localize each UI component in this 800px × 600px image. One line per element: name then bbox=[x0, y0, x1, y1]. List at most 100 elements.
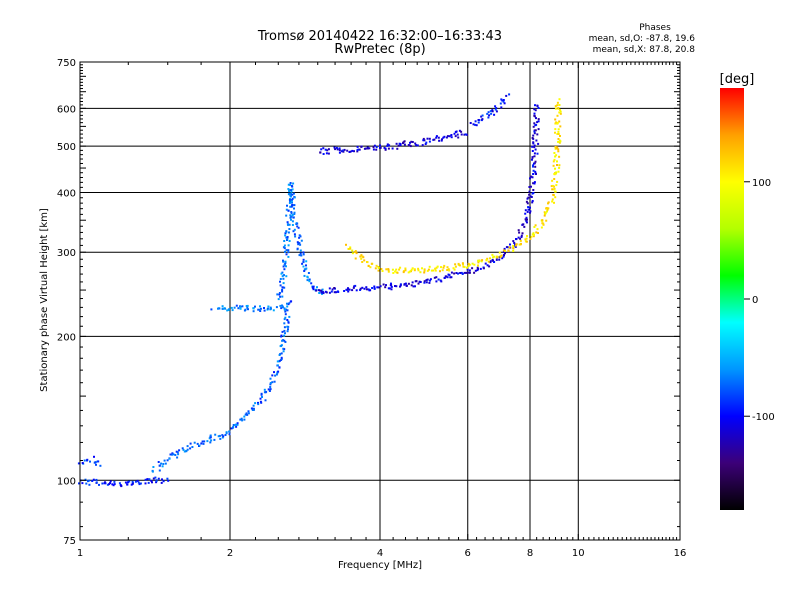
data-point bbox=[537, 232, 539, 234]
data-point bbox=[334, 147, 336, 149]
colorbar-tick-label: 0 bbox=[752, 295, 758, 306]
data-point bbox=[503, 254, 505, 256]
x-axis-label: Frequency [MHz] bbox=[338, 560, 422, 571]
data-point bbox=[278, 298, 280, 300]
data-point bbox=[533, 122, 535, 124]
data-point bbox=[165, 463, 167, 465]
data-point bbox=[505, 95, 507, 97]
data-point bbox=[85, 483, 87, 485]
data-point bbox=[489, 257, 491, 259]
data-point bbox=[273, 371, 275, 373]
data-point bbox=[465, 133, 467, 135]
data-point bbox=[177, 451, 179, 453]
data-point bbox=[552, 194, 554, 196]
data-point bbox=[88, 480, 90, 482]
data-point bbox=[526, 221, 528, 223]
data-point bbox=[108, 483, 110, 485]
data-point bbox=[281, 296, 283, 298]
data-point bbox=[285, 215, 287, 217]
data-point bbox=[496, 256, 498, 258]
data-point bbox=[233, 424, 235, 426]
data-point bbox=[329, 287, 331, 289]
data-point bbox=[450, 134, 452, 136]
data-point bbox=[359, 149, 361, 151]
data-point bbox=[277, 364, 279, 366]
trace bbox=[152, 300, 293, 472]
data-point bbox=[409, 271, 411, 273]
data-point bbox=[342, 150, 344, 152]
data-point bbox=[271, 374, 273, 376]
data-point bbox=[197, 443, 199, 445]
data-point bbox=[280, 278, 282, 280]
data-point bbox=[161, 478, 163, 480]
data-point bbox=[307, 276, 309, 278]
grid-lines bbox=[80, 62, 680, 540]
data-point bbox=[558, 156, 560, 158]
y-tick-label: 750 bbox=[57, 58, 76, 69]
data-point bbox=[369, 266, 371, 268]
colorbar-tick-label: -100 bbox=[752, 412, 775, 423]
data-point bbox=[213, 439, 215, 441]
data-point bbox=[472, 263, 474, 265]
data-point bbox=[375, 267, 377, 269]
data-point bbox=[119, 482, 121, 484]
data-point bbox=[88, 484, 90, 486]
data-point bbox=[283, 268, 285, 270]
data-point bbox=[291, 194, 293, 196]
data-point bbox=[470, 122, 472, 124]
data-point bbox=[273, 309, 275, 311]
data-point bbox=[288, 210, 290, 212]
data-point bbox=[558, 133, 560, 135]
data-point bbox=[527, 202, 529, 204]
data-point bbox=[280, 345, 282, 347]
data-point bbox=[553, 165, 555, 167]
data-point bbox=[445, 276, 447, 278]
data-point bbox=[380, 285, 382, 287]
data-point bbox=[460, 131, 462, 133]
data-point bbox=[428, 282, 430, 284]
data-point bbox=[285, 230, 287, 232]
data-point bbox=[478, 119, 480, 121]
data-point bbox=[529, 207, 531, 209]
data-point bbox=[534, 152, 536, 154]
trace bbox=[319, 130, 468, 155]
data-point bbox=[162, 463, 164, 465]
data-point bbox=[559, 135, 561, 137]
data-point bbox=[447, 266, 449, 268]
data-point bbox=[469, 272, 471, 274]
data-point bbox=[367, 261, 369, 263]
data-point bbox=[356, 252, 358, 254]
data-point bbox=[535, 124, 537, 126]
data-point bbox=[492, 259, 494, 261]
data-point bbox=[285, 261, 287, 263]
data-point bbox=[528, 209, 530, 211]
data-point bbox=[292, 220, 294, 222]
data-point bbox=[240, 306, 242, 308]
data-point bbox=[89, 461, 91, 463]
data-point bbox=[300, 235, 302, 237]
data-point bbox=[533, 232, 535, 234]
data-point bbox=[520, 243, 522, 245]
data-point bbox=[356, 289, 358, 291]
data-point bbox=[426, 281, 428, 283]
data-point bbox=[525, 209, 527, 211]
data-point bbox=[424, 268, 426, 270]
data-point bbox=[355, 258, 357, 260]
data-point bbox=[556, 164, 558, 166]
data-point bbox=[427, 138, 429, 140]
data-point bbox=[405, 269, 407, 271]
data-point bbox=[361, 261, 363, 263]
data-point bbox=[455, 266, 457, 268]
data-point bbox=[446, 269, 448, 271]
data-point bbox=[391, 288, 393, 290]
data-point bbox=[318, 289, 320, 291]
data-point bbox=[367, 147, 369, 149]
data-point bbox=[447, 135, 449, 137]
data-point bbox=[282, 331, 284, 333]
phase-info-x: mean, sd,X: 87.8, 20.8 bbox=[593, 45, 696, 55]
x-tick-label: 4 bbox=[377, 548, 383, 559]
data-point bbox=[222, 305, 224, 307]
data-point bbox=[496, 259, 498, 261]
data-point bbox=[521, 235, 523, 237]
data-point bbox=[532, 137, 534, 139]
